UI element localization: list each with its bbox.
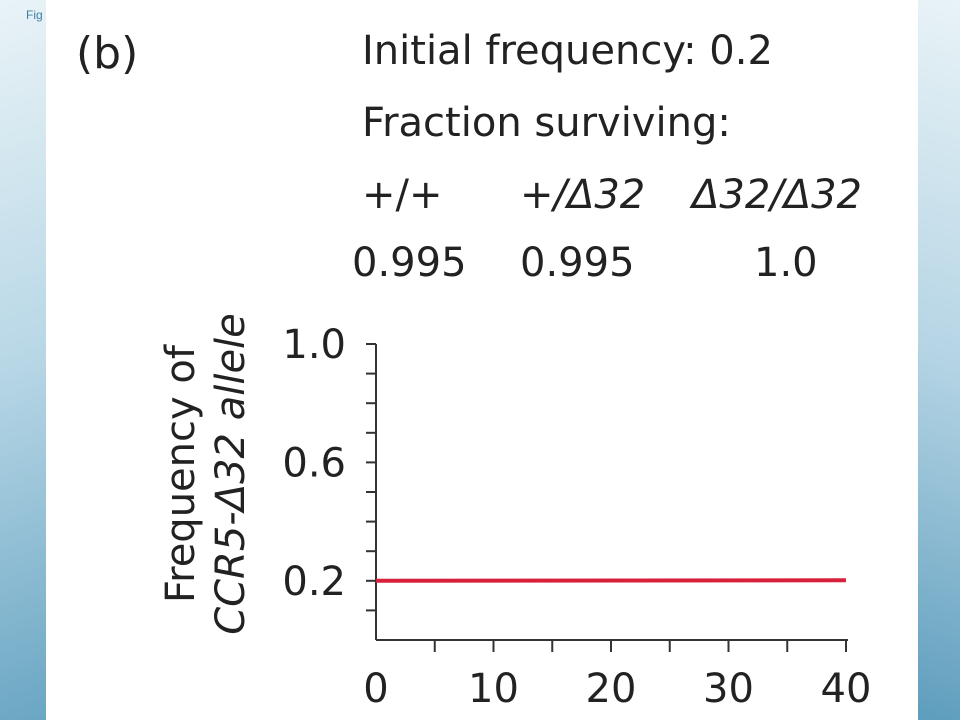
x-tick-label: 0 — [363, 666, 388, 712]
genotype-label-heterozygous: +/Δ32 — [520, 172, 646, 218]
x-tick-label: 30 — [703, 666, 754, 712]
right-background — [918, 0, 960, 720]
y-tick-label: 1.0 — [282, 322, 346, 368]
genotype-value-homozygous-delta: 1.0 — [754, 240, 818, 286]
x-tick-label: 10 — [468, 666, 519, 712]
genotype-label-homozygous-delta: Δ32/Δ32 — [692, 172, 862, 218]
x-tick-label: 20 — [586, 666, 637, 712]
fraction-surviving-text: Fraction surviving: — [362, 100, 731, 146]
genotype-value-heterozygous: 0.995 — [520, 240, 635, 286]
figure-panel: (b) Initial frequency: 0.2 Fraction surv… — [46, 0, 918, 720]
left-background — [0, 0, 46, 720]
y-tick-label: 0.2 — [282, 559, 346, 605]
x-tick-label: 40 — [821, 666, 872, 712]
series-line-0 — [375, 578, 847, 583]
y-tick-label: 0.6 — [282, 440, 346, 486]
initial-frequency-text: Initial frequency: 0.2 — [362, 28, 773, 74]
genotype-value-homozygous-wild: 0.995 — [352, 240, 467, 286]
line-chart: 0.2 0.6 1.0 0 10 20 30 40 — [282, 322, 872, 712]
figure-label: Fig — [26, 8, 43, 22]
panel-letter: (b) — [76, 28, 139, 79]
genotype-label-homozygous-wild: +/+ — [362, 172, 443, 218]
